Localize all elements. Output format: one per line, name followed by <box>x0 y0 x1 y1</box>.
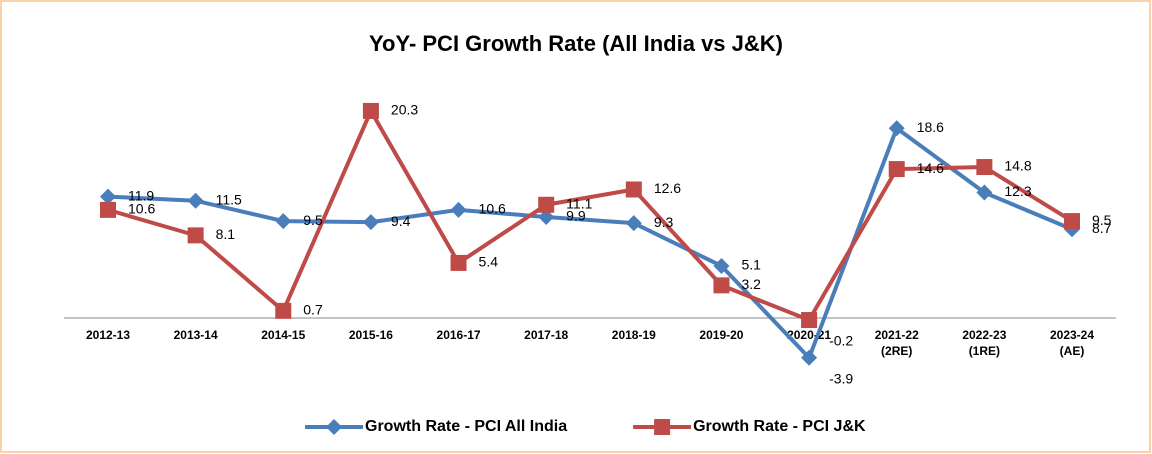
x-tick-label: 2018-19 <box>612 328 656 342</box>
legend-item: Growth Rate - PCI J&K <box>633 418 866 435</box>
x-tick-label: 2012-13 <box>86 328 130 342</box>
x-tick-label: 2014-15 <box>261 328 305 342</box>
x-tick-label: 2021-22 (2RE) <box>875 328 919 358</box>
point <box>976 184 993 201</box>
point <box>187 192 204 209</box>
series-line <box>107 126 1073 360</box>
point <box>888 120 905 137</box>
data-label: 11.5 <box>216 191 242 207</box>
x-tick-label: 2013-14 <box>174 328 218 342</box>
chart-title: YoY- PCI Growth Rate (All India vs J&K) <box>369 31 783 56</box>
x-tick-label: 2023-24 (AE) <box>1050 328 1094 358</box>
series-line <box>107 108 1074 323</box>
point <box>1064 213 1080 230</box>
point <box>538 196 555 213</box>
point <box>187 227 204 244</box>
x-tick-label: 2015-16 <box>349 328 393 342</box>
point <box>275 213 292 230</box>
point <box>625 215 642 232</box>
legend-label: Growth Rate - PCI All India <box>365 418 567 435</box>
data-label: 8.1 <box>216 226 236 242</box>
point <box>713 277 730 294</box>
data-label: 11.1 <box>566 195 592 211</box>
data-label: 12.6 <box>654 180 681 196</box>
data-label: 20.3 <box>391 102 418 118</box>
data-label: 9.4 <box>391 213 411 229</box>
data-label: 3.2 <box>741 276 761 292</box>
legend-item: Growth Rate - PCI All India <box>305 418 567 435</box>
data-label: 14.8 <box>1004 158 1031 174</box>
data-label: 5.4 <box>479 254 499 270</box>
point <box>450 201 467 218</box>
data-label: 9.3 <box>654 214 674 230</box>
point <box>275 302 292 319</box>
point <box>100 201 116 218</box>
point <box>801 312 818 329</box>
data-label: 0.7 <box>303 302 323 318</box>
x-tick-label: 2019-20 <box>699 328 743 342</box>
point <box>450 254 467 271</box>
data-label: 9.5 <box>1092 212 1112 228</box>
x-tick-label: 2017-18 <box>524 328 568 342</box>
data-label: 9.9 <box>566 208 586 224</box>
point <box>326 419 342 435</box>
data-label: 11.9 <box>128 187 154 203</box>
data-label: 10.6 <box>479 201 506 217</box>
point <box>654 419 671 435</box>
point <box>100 188 116 205</box>
point <box>713 257 730 274</box>
data-label: 10.6 <box>128 201 155 217</box>
point <box>538 209 555 226</box>
data-label: 14.6 <box>917 160 944 176</box>
data-label: 5.1 <box>741 257 761 273</box>
point <box>362 102 379 119</box>
point <box>801 349 818 366</box>
data-label: 18.6 <box>917 119 944 135</box>
point <box>888 161 905 178</box>
legend-label: Growth Rate - PCI J&K <box>693 418 866 435</box>
point <box>976 159 993 176</box>
data-label: -3.9 <box>829 370 853 386</box>
data-label: -0.2 <box>829 333 853 349</box>
point <box>362 214 379 231</box>
point <box>625 181 642 198</box>
data-label: 12.3 <box>1004 183 1031 199</box>
data-label: 9.5 <box>303 212 323 228</box>
x-tick-label: 2022-23 (1RE) <box>962 328 1006 358</box>
data-label: 8.7 <box>1092 220 1112 236</box>
x-tick-label: 2016-17 <box>437 328 481 342</box>
